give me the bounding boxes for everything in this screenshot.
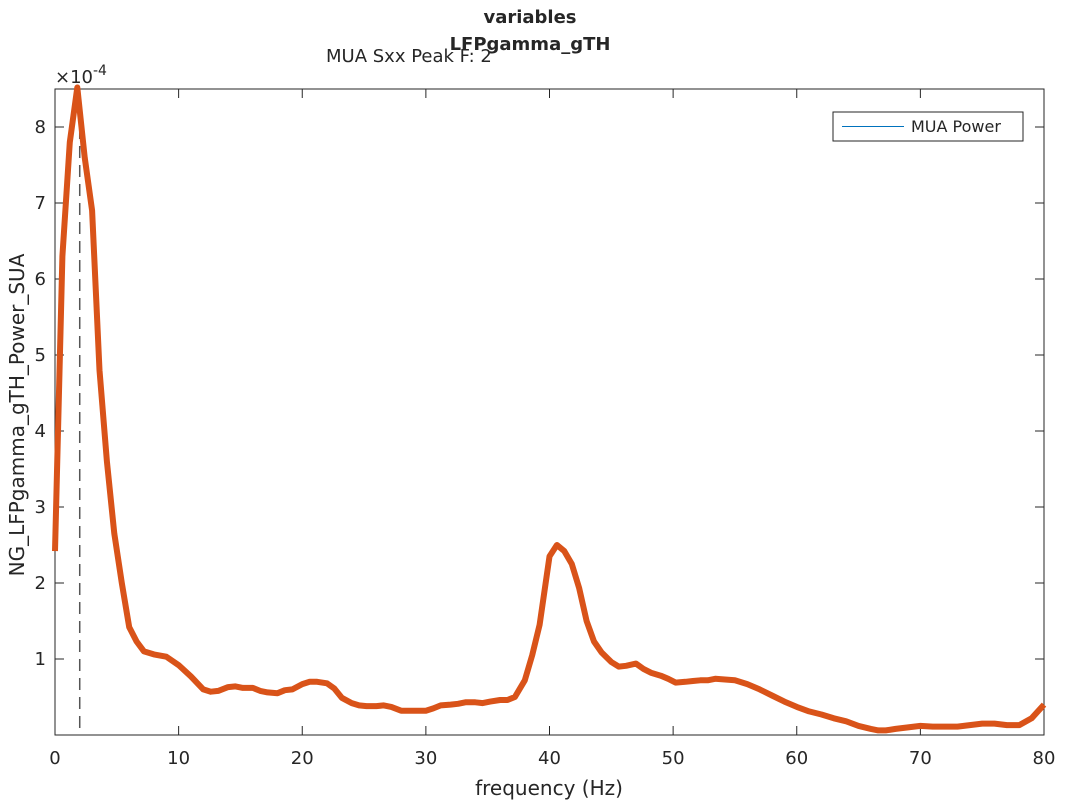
- y-exponent-label: ×10-4: [55, 63, 107, 88]
- y-tick-label-5: 5: [35, 345, 46, 366]
- y-tick-label-1: 1: [35, 649, 46, 670]
- x-tick-label-50: 50: [662, 748, 685, 769]
- chart-title-line-2: LFPgamma_gTH: [450, 34, 611, 55]
- y-tick-label-7: 7: [35, 193, 46, 214]
- y-tick-label-2: 2: [35, 573, 46, 594]
- x-tick-label-30: 30: [414, 748, 437, 769]
- x-axis-label: frequency (Hz): [475, 776, 623, 800]
- y-axis-label: NG_LFPgamma_gTH_Power_SUA: [5, 253, 29, 576]
- chart-subtitle: MUA Sxx Peak F: 2: [326, 46, 492, 67]
- y-exponent-power: -4: [93, 63, 107, 79]
- y-tick-label-8: 8: [35, 117, 46, 138]
- x-tick-label-0: 0: [49, 748, 60, 769]
- x-tick-label-10: 10: [167, 748, 190, 769]
- axis-tick-labels: 0 10 20 30 40 50 60 70 80 1 2 3 4 5 6 7 8: [35, 117, 1056, 769]
- x-tick-label-80: 80: [1033, 748, 1056, 769]
- series-line-1: [52, 84, 1047, 734]
- legend-entry-mua-power: MUA Power: [911, 117, 1001, 136]
- y-tick-label-4: 4: [35, 421, 46, 442]
- plot-area: 0 10 20 30 40 50 60 70 80 1 2 3 4 5 6 7 8: [35, 84, 1056, 769]
- y-tick-label-6: 6: [35, 269, 46, 290]
- series-layer: [52, 84, 1047, 734]
- legend: MUA Power: [832, 111, 1024, 142]
- x-tick-label-60: 60: [785, 748, 808, 769]
- x-tick-label-20: 20: [291, 748, 314, 769]
- chart-title-line-1: variables: [483, 7, 576, 28]
- y-exponent-base: ×10: [55, 67, 93, 88]
- x-tick-label-70: 70: [909, 748, 932, 769]
- y-tick-label-3: 3: [35, 497, 46, 518]
- x-tick-label-40: 40: [538, 748, 561, 769]
